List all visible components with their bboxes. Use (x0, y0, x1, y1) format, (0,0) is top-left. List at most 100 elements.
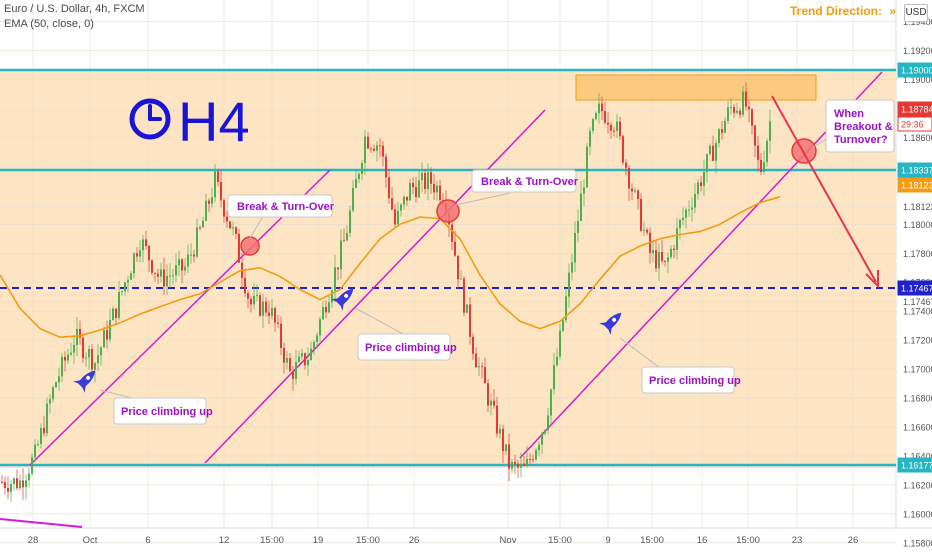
channel-line-1[interactable] (29, 169, 331, 466)
candle-body (49, 399, 51, 404)
time-tick-label: 6 (145, 535, 150, 546)
candle-body (571, 262, 573, 273)
candle-body (298, 356, 300, 362)
candle-body (670, 248, 672, 258)
svg-text:1.19000: 1.19000 (901, 66, 932, 76)
candle-body (505, 444, 507, 451)
candle-body (559, 330, 561, 357)
time-tick-label: 28 (28, 535, 39, 546)
ema-line[interactable] (0, 196, 781, 339)
candle-body (10, 484, 12, 492)
candle-body (688, 209, 690, 211)
indicator-legend[interactable]: EMA (50, close, 0) (4, 18, 94, 30)
candle-body (472, 336, 474, 354)
candle-body (478, 366, 480, 368)
candle-body (109, 320, 111, 340)
currency-badge[interactable]: USD (904, 4, 928, 22)
price-tag-target: 1.17467 (897, 280, 932, 296)
candle-body (7, 487, 9, 492)
break-marker-2[interactable] (436, 199, 460, 223)
candle-body (709, 145, 711, 154)
candle-body (418, 180, 420, 198)
candle-body (550, 389, 552, 416)
price-tick-label: 1.15800 (903, 538, 932, 548)
price-tick-label: 1.18000 (903, 220, 932, 230)
candle-body (643, 229, 645, 231)
candle-body (259, 295, 261, 316)
annotation-text: Price climbing up (365, 342, 457, 354)
forecast-arrow-line[interactable] (771, 95, 877, 283)
candle-body (130, 273, 132, 280)
candle-body (622, 136, 624, 163)
candle-body (595, 113, 597, 120)
candle-body (592, 119, 594, 131)
candle-body (388, 177, 390, 199)
candle-body (577, 220, 579, 233)
break-marker-1[interactable] (240, 236, 260, 256)
time-axis[interactable]: 28 Oct 6 12 15:00 19 15:00 26 Nov 15:00 9 15:00 16 15… (28, 535, 859, 546)
candle-body (208, 200, 210, 204)
channel-line-fragment[interactable] (0, 518, 83, 528)
price-tick-label: 1.16000 (903, 509, 932, 519)
candle-body (460, 278, 462, 280)
candle-body (82, 337, 84, 359)
candle-body (34, 444, 36, 458)
candle-body (199, 227, 201, 229)
price-tick-label: 1.16800 (903, 394, 932, 404)
svg-text:1.18123: 1.18123 (901, 181, 932, 191)
candle-body (523, 463, 525, 466)
time-tick-label: 15:00 (640, 535, 664, 546)
candle-body (493, 400, 495, 406)
channel-line-3[interactable] (519, 71, 883, 459)
candle-body (106, 329, 108, 340)
candle-body (676, 228, 678, 250)
annotation-callout[interactable]: Price climbing up (357, 333, 457, 361)
time-tick-label: 15:00 (548, 535, 572, 546)
candle-body (220, 182, 222, 201)
candle-body (637, 190, 639, 199)
candle-body (274, 308, 276, 323)
annotation-text: Break & Turn-Over (237, 201, 335, 213)
annotation-callout[interactable]: Break & Turn-Over (227, 194, 335, 218)
annotation-callout[interactable]: Price climbing up (113, 397, 213, 425)
candle-body (664, 260, 666, 262)
candle-body (304, 353, 306, 366)
candle-body (658, 252, 660, 269)
candle-body (211, 197, 213, 204)
candle-body (361, 163, 363, 174)
candle-body (580, 193, 582, 221)
candle-body (706, 154, 708, 172)
candle-body (451, 224, 453, 242)
clock-icon (129, 98, 171, 140)
candle-body (217, 171, 219, 182)
candle-body (358, 173, 360, 179)
channel-line-2[interactable] (204, 109, 546, 464)
candle-body (631, 188, 633, 192)
candle-body (574, 233, 576, 263)
candle-body (313, 342, 315, 349)
break-marker-3[interactable] (791, 138, 817, 164)
candle-body (427, 172, 429, 189)
trend-direction: Trend Direction: » (790, 4, 896, 18)
annotation-callout[interactable]: When Breakout & Turnover? (825, 99, 895, 153)
rocket-icon (331, 288, 354, 311)
symbol-legend[interactable]: Euro / U.S. Dollar, 4h, FXCM (4, 3, 145, 15)
candle-body (22, 480, 24, 488)
candle-body (547, 415, 549, 431)
forecast-arrow-head (865, 270, 879, 289)
callout-pointer (811, 137, 829, 149)
candle-body (262, 301, 264, 316)
resistance-box[interactable] (575, 74, 817, 101)
callout-pointer (249, 217, 263, 239)
candle-body (715, 143, 717, 161)
candle-body (37, 444, 39, 445)
candle-body (193, 254, 195, 257)
candlestick-series (1, 82, 771, 502)
candle-body (355, 178, 357, 188)
annotation-callout[interactable]: Price climbing up (641, 366, 741, 394)
candle-body (334, 267, 336, 291)
annotation-callout[interactable]: Break & Turn-Over (471, 169, 579, 193)
candle-body (196, 227, 198, 257)
